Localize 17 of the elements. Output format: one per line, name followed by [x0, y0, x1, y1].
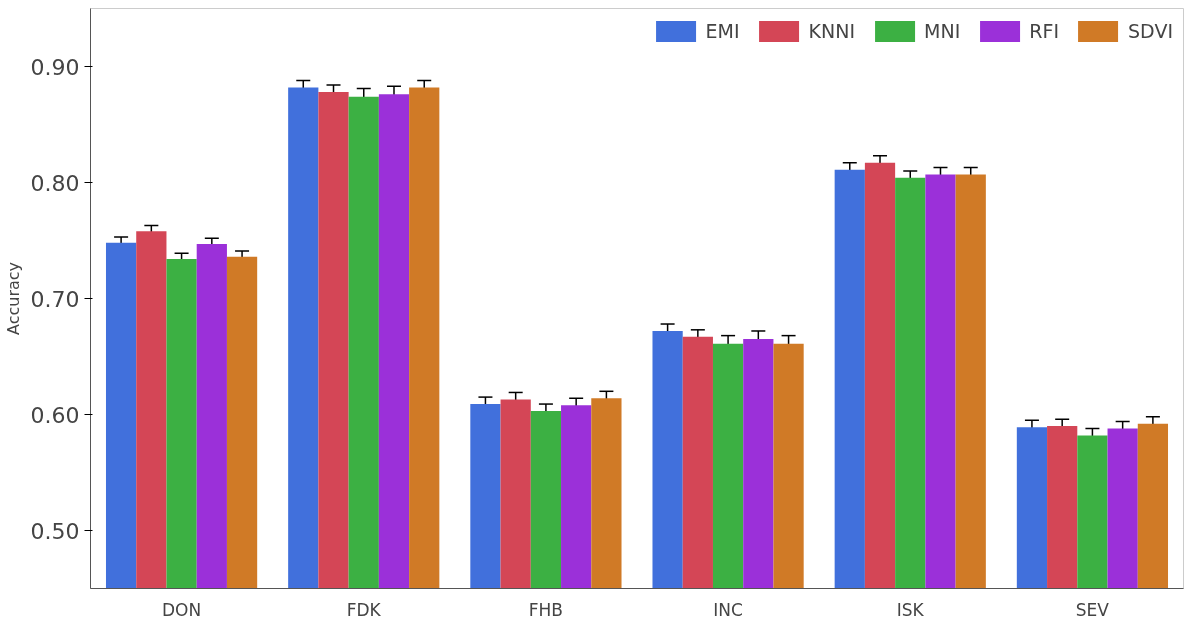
- x-tick-label: INC: [713, 599, 743, 620]
- legend-label: SDVI: [1128, 20, 1173, 42]
- y-tick-label: 0.60: [30, 402, 80, 428]
- x-tick-label: ISK: [896, 599, 925, 620]
- y-tick-label: 0.50: [30, 518, 80, 544]
- y-tick-label: 0.90: [30, 54, 80, 80]
- x-tick-label: SEV: [1075, 599, 1110, 620]
- legend-label: RFI: [1029, 20, 1060, 42]
- x-tick-label: DON: [161, 599, 202, 620]
- legend-label: EMI: [705, 20, 740, 42]
- legend-label: KNNI: [808, 20, 856, 42]
- y-tick-label: 0.70: [30, 286, 80, 312]
- y-axis-title: Accuracy: [3, 261, 23, 336]
- x-tick-label: FDK: [346, 599, 382, 620]
- x-tick-label: FHB: [528, 599, 564, 620]
- legend-label: MNI: [924, 20, 961, 42]
- y-tick-label: 0.80: [30, 170, 80, 196]
